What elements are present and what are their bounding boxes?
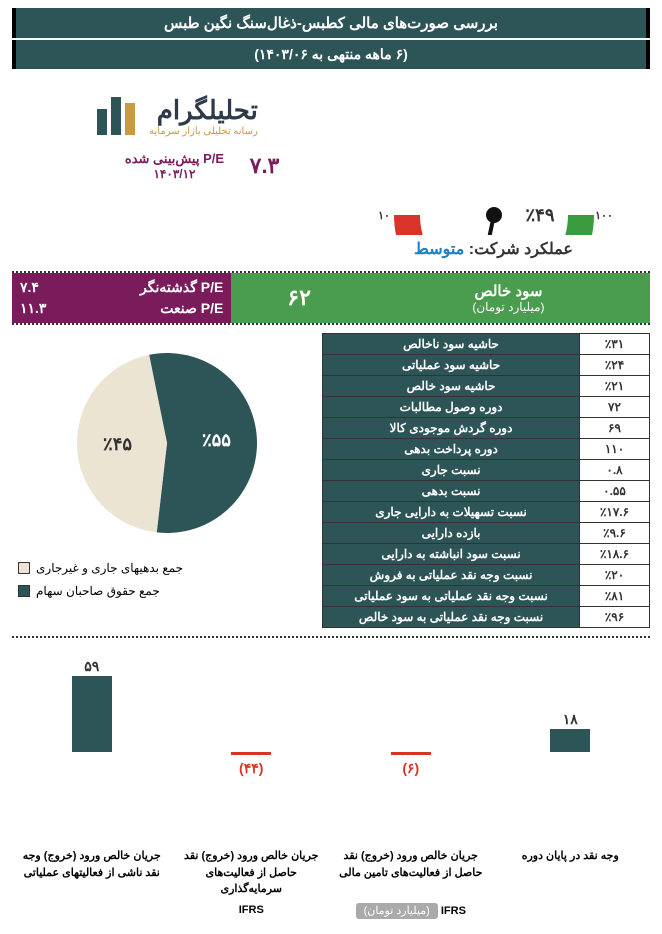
net-profit-unit: (میلیارد تومان) [472,300,544,314]
pe-ttm-value: ۷.۴ [20,279,39,296]
gauge-chart: ۱۰۲۰۳۰۴۰۵۰۶۰۷۰۸۰۹۰۱۰۰٪۴۹ [364,85,624,235]
legend-item: جمع بدهیهای جاری و غیرجاری [18,557,286,580]
brand-panel: تحلیلگرام رسانه تحلیلی بازار سرمایه P/E … [12,81,337,263]
legend-item: جمع حقوق صاحبان سهام [18,580,286,603]
svg-text:٪۴۵: ٪۴۵ [103,434,132,454]
table-row: ٪۲۰نسبت وجه نقد عملیاتی به فروش [323,565,650,586]
gauge-panel: ۱۰۲۰۳۰۴۰۵۰۶۰۷۰۸۰۹۰۱۰۰٪۴۹ عملکرد شرکت: مت… [337,81,650,263]
table-row: ٪۳۱حاشیه سود ناخالص [323,334,650,355]
table-row: ۷۲دوره وصول مطالبات [323,397,650,418]
svg-text:۱۰: ۱۰ [378,210,390,222]
metrics-table: ٪۳۱حاشیه سود ناخالص٪۲۴حاشیه سود عملیاتی٪… [322,333,650,628]
table-row: ٪۹۶نسبت وجه نقد عملیاتی به سود خالص [323,607,650,628]
cashflow-bar: ۱۸ [491,652,651,842]
performance-value: متوسط [414,241,464,258]
svg-text:٪۴۹: ٪۴۹ [525,205,554,225]
table-row: ۶۹دوره گردش موجودی کالا [323,418,650,439]
net-profit-title: سود خالص [474,282,542,300]
brand-tagline: رسانه تحلیلی بازار سرمایه [149,126,258,137]
pe-fwd-value: ۷.۳ [250,153,280,179]
table-row: ۰.۸نسبت جاری [323,460,650,481]
cashflow-label: جریان خالص ورود (خروج) وجه نقد ناشی از ف… [12,848,172,898]
table-row: ٪۱۸.۶نسبت سود انباشته به دارایی [323,544,650,565]
brand-logo-icon [91,91,141,141]
cashflow-label: جریان خالص ورود (خروج) نقد حاصل از فعالی… [172,848,332,898]
svg-text:۱۰۰: ۱۰۰ [595,210,613,222]
cashflow-bar: ۵۹ [12,652,172,842]
cashflow-bar: (۴۴) [172,652,332,842]
table-row: ٪۲۱حاشیه سود خالص [323,376,650,397]
pe-fwd-label: P/E پیش‌بینی شده [22,151,327,167]
table-row: ۰.۵۵نسبت بدهی [323,481,650,502]
cashflow-label: وجه نقد در پایان دوره [491,848,651,898]
net-profit-value: ۶۲ [231,273,367,323]
table-row: ۱۱۰دوره پرداخت بدهی [323,439,650,460]
pie-chart: ٪۵۵ ٪۴۵ [57,343,277,543]
table-row: ٪۸۱نسبت وجه نقد عملیاتی به سود عملیاتی [323,586,650,607]
pe-ind-value: ۱۱.۳ [20,300,46,317]
cashflow-label: جریان خالص ورود (خروج) نقد حاصل از فعالی… [331,848,491,898]
pe-fwd-date: ۱۴۰۳/۱۲ [22,167,327,181]
svg-text:٪۵۵: ٪۵۵ [202,430,231,450]
pe-ind-label: P/E صنعت [160,300,223,317]
pie-panel: ٪۵۵ ٪۴۵ جمع بدهیهای جاری و غیرجاریجمع حقو… [12,333,322,628]
page-subtitle: (۶ ماهه منتهی به ۱۴۰۳/۰۶) [12,40,650,69]
net-profit-label-cell: سود خالص (میلیارد تومان) [367,273,650,323]
page-title: بررسی صورت‌های مالی کطبس-ذغال‌سنگ نگین ط… [12,8,650,38]
table-row: ٪۹.۶بازده دارایی [323,523,650,544]
pe-box: P/E گذشته‌نگر ۷.۴ P/E صنعت ۱۱.۳ [12,273,231,323]
performance-label: عملکرد شرکت: [469,241,573,258]
cashflow-bar: (۶) [331,652,491,842]
cashflow-chart: ۱۸(۶)(۴۴)۵۹ [12,642,650,842]
pe-ttm-label: P/E گذشته‌نگر [140,279,223,296]
table-row: ٪۲۴حاشیه سود عملیاتی [323,355,650,376]
brand-name: تحلیلگرام [149,95,258,126]
table-row: ٪۱۷.۶نسبت تسهیلات به دارایی جاری [323,502,650,523]
